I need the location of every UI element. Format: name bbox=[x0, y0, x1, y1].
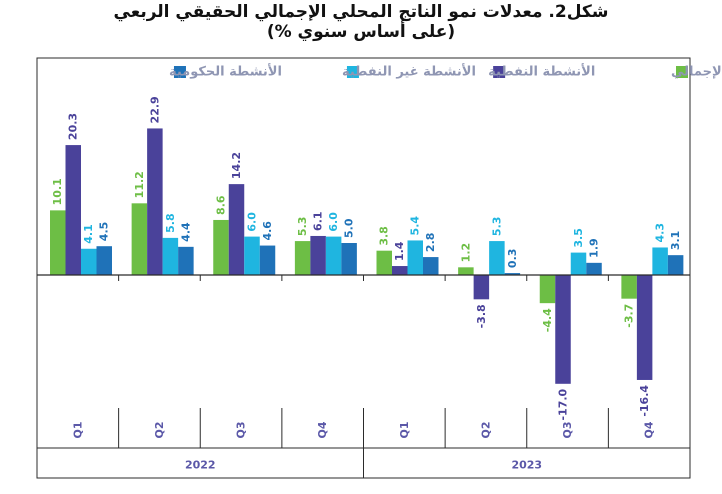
x-tick-label-5: Q2 bbox=[479, 421, 492, 438]
value-label-s3-c6: 1.9 bbox=[588, 238, 601, 258]
bar-s2-c3 bbox=[325, 236, 342, 275]
bar-s2-c6 bbox=[570, 252, 587, 275]
value-label-s2-c5: 5.3 bbox=[490, 217, 503, 237]
bar-s3-c2 bbox=[259, 245, 276, 275]
value-label-s1-c5: -3.8 bbox=[475, 304, 488, 328]
bar-s3-c5 bbox=[504, 273, 521, 275]
value-label-s3-c0: 4.5 bbox=[98, 222, 111, 242]
value-label-s0-c0: 10.1 bbox=[51, 178, 64, 205]
x-tick-label-1: Q2 bbox=[153, 421, 166, 438]
bar-s0-c2 bbox=[213, 219, 229, 275]
legend-swatch-3 bbox=[173, 66, 186, 78]
x-tick-label-0: Q1 bbox=[71, 421, 84, 438]
bar-s0-c0 bbox=[50, 210, 66, 275]
x-tick-label-2: Q3 bbox=[235, 421, 248, 438]
value-label-s1-c7: -16.4 bbox=[638, 385, 651, 417]
value-label-s0-c1: 11.2 bbox=[133, 171, 146, 198]
bar-s2-c2 bbox=[244, 236, 260, 275]
bar-s0-c6 bbox=[539, 275, 556, 304]
value-label-s2-c1: 5.8 bbox=[164, 213, 177, 233]
bar-s1-c6 bbox=[555, 275, 571, 384]
value-label-s0-c4: 3.8 bbox=[378, 226, 391, 246]
legend-label-2: الأنشطة غير النفطية bbox=[342, 63, 476, 80]
group-label-0: 2022 bbox=[185, 459, 216, 472]
legend-label-1: الأنشطة النفطية bbox=[488, 63, 595, 80]
bar-s3-c0 bbox=[96, 246, 112, 275]
bar-s1-c5 bbox=[473, 275, 490, 300]
value-label-s0-c3: 5.3 bbox=[296, 217, 309, 237]
value-label-s3-c5: 0.3 bbox=[506, 249, 519, 269]
bar-s1-c1 bbox=[147, 128, 163, 275]
bars-layer bbox=[50, 128, 684, 384]
value-label-s0-c2: 8.6 bbox=[215, 195, 228, 215]
value-label-s2-c4: 5.4 bbox=[409, 216, 422, 236]
bar-s2-c4 bbox=[407, 240, 423, 275]
value-label-s0-c6: -4.4 bbox=[541, 308, 554, 332]
x-tick-label-4: Q1 bbox=[398, 421, 411, 438]
bar-s0-c4 bbox=[376, 250, 392, 275]
bar-s0-c3 bbox=[294, 241, 311, 275]
legend-swatch-1 bbox=[493, 66, 506, 78]
value-label-s0-c5: 1.2 bbox=[459, 243, 472, 263]
bar-s0-c7 bbox=[621, 275, 637, 299]
value-label-s2-c6: 3.5 bbox=[572, 228, 585, 248]
value-label-s1-c6: -17.0 bbox=[557, 388, 570, 420]
x-axis bbox=[36, 274, 691, 281]
x-tick-label-7: Q4 bbox=[643, 421, 656, 438]
value-label-s3-c3: 5.0 bbox=[343, 218, 356, 238]
value-label-s1-c3: 6.1 bbox=[312, 211, 325, 231]
value-label-s3-c7: 3.1 bbox=[669, 231, 682, 251]
bar-s2-c7 bbox=[652, 247, 668, 275]
value-label-s2-c0: 4.1 bbox=[82, 224, 95, 244]
x-tick-label-6: Q3 bbox=[561, 421, 574, 438]
bar-s0-c1 bbox=[131, 203, 148, 275]
bar-s0-c5 bbox=[458, 267, 474, 275]
bar-s2-c0 bbox=[81, 248, 97, 275]
value-label-s1-c2: 14.2 bbox=[230, 152, 243, 179]
bar-s1-c4 bbox=[392, 266, 408, 275]
group-label-1: 2023 bbox=[511, 459, 542, 472]
value-label-s1-c1: 22.9 bbox=[148, 96, 161, 123]
legend-swatch-0 bbox=[676, 66, 688, 78]
value-label-s1-c4: 1.4 bbox=[393, 241, 406, 261]
value-label-s2-c3: 6.0 bbox=[327, 212, 340, 232]
value-label-s1-c0: 20.3 bbox=[67, 113, 80, 140]
bar-s2-c1 bbox=[162, 237, 179, 275]
chart-title: شكل2. معدلات نمو الناتج المحلي الإجمالي … bbox=[113, 2, 609, 22]
value-labels-layer: 10.1 11.2 8.6 5.3 3.8 1.2 -4.4 -3.7 20.3 22.9 14.2… bbox=[51, 96, 682, 420]
value-label-s2-c2: 6.0 bbox=[246, 212, 259, 232]
bar-s3-c6 bbox=[586, 262, 602, 275]
bar-s3-c7 bbox=[667, 255, 684, 275]
legend-swatch-2 bbox=[346, 66, 359, 78]
category-groups: Q1 Q2 Q3 Q4 Q1 Q2 Q3 Q4 2022 2023 bbox=[36, 408, 691, 478]
bar-s3-c4 bbox=[423, 257, 439, 275]
legend-label-3: الأنشطة الحكومية bbox=[169, 63, 282, 80]
bar-s1-c7 bbox=[636, 275, 653, 380]
value-label-s3-c4: 2.8 bbox=[424, 233, 437, 253]
chart-subtitle: (على أساس سنوي %) bbox=[266, 22, 456, 42]
value-label-s3-c1: 4.4 bbox=[179, 222, 192, 242]
bar-s1-c0 bbox=[65, 145, 81, 275]
bar-s2-c5 bbox=[489, 241, 505, 275]
legend: الناتج المحلي الإجمالي الأنشطة النفطية الأ… bbox=[169, 63, 722, 80]
bar-s1-c3 bbox=[310, 235, 326, 275]
bar-s3-c1 bbox=[178, 246, 194, 275]
bar-s1-c2 bbox=[228, 184, 245, 275]
legend-label-0: الناتج المحلي الإجمالي bbox=[671, 65, 722, 80]
value-label-s2-c7: 4.3 bbox=[654, 223, 667, 243]
value-label-s3-c2: 4.6 bbox=[261, 221, 274, 241]
bar-s3-c3 bbox=[341, 243, 357, 275]
value-label-s0-c7: -3.7 bbox=[623, 304, 636, 328]
x-tick-label-3: Q4 bbox=[316, 421, 329, 438]
